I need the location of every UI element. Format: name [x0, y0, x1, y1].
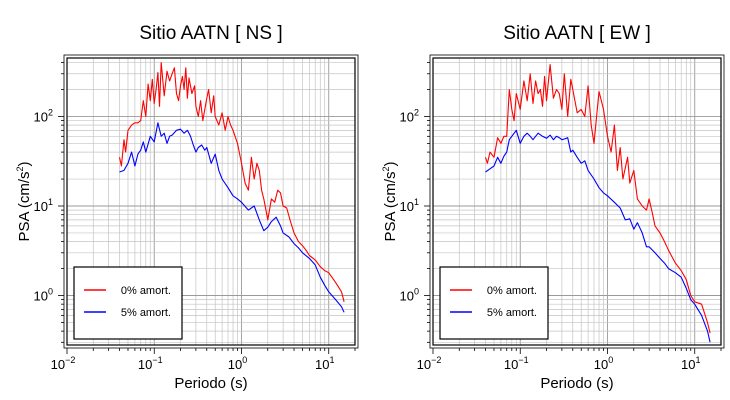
tick-marks: [424, 62, 722, 354]
x-tick-label: 10−2: [51, 355, 76, 372]
x-tick-label: 100: [594, 355, 613, 372]
x-tick-base: 10: [228, 357, 242, 372]
x-tick-exp: −2: [431, 355, 441, 365]
x-tick-exp: −2: [65, 355, 75, 365]
x-axis-label: Periodo (s): [540, 375, 613, 392]
plot-frame-outer: [429, 54, 725, 349]
x-tick-base: 10: [138, 357, 152, 372]
y-tick-exp: 0: [48, 287, 53, 297]
y-axis-label-base: PSA (cm/s: [382, 172, 399, 242]
x-tick-base: 10: [315, 357, 329, 372]
x-tick-base: 10: [504, 357, 518, 372]
y-tick-exp: 0: [414, 287, 419, 297]
x-axis-label: Periodo (s): [174, 375, 247, 392]
series-line-5pct-amort: [485, 129, 711, 343]
plot-frame: [66, 57, 356, 346]
y-tick-exp: 2: [414, 107, 419, 117]
series-line-5pct-amort: [119, 122, 345, 313]
y-axis-label-close: ): [16, 161, 33, 166]
x-tick-exp: 0: [242, 355, 247, 365]
x-tick-exp: −1: [152, 355, 162, 365]
chart-title: Sitio AATN [ NS ]: [139, 23, 282, 44]
x-tick-exp: 0: [608, 355, 613, 365]
legend-box: [73, 266, 183, 340]
y-tick-exp: 1: [414, 197, 419, 207]
x-tick-label: 100: [228, 355, 247, 372]
y-tick-label: 101: [34, 197, 53, 214]
y-tick-exp: 2: [48, 107, 53, 117]
x-tick-base: 10: [681, 357, 695, 372]
x-tick-exp: −1: [518, 355, 528, 365]
x-tick-label: 10−1: [504, 355, 529, 372]
legend-label: 0% amort.: [487, 285, 537, 297]
legend: 0% amort. 5% amort.: [439, 266, 549, 340]
x-tick-exp: 1: [329, 355, 334, 365]
x-tick-base: 10: [51, 357, 65, 372]
y-axis-label-base: PSA (cm/s: [16, 172, 33, 242]
legend-label: 0% amort.: [121, 285, 171, 297]
x-tick-label: 101: [315, 355, 334, 372]
y-axis-label: PSA (cm/s2): [381, 161, 399, 241]
tick-marks: [58, 62, 356, 354]
y-tick-base: 10: [400, 109, 414, 124]
y-tick-label: 102: [34, 107, 53, 124]
y-tick-base: 10: [400, 199, 414, 214]
y-tick-base: 10: [34, 199, 48, 214]
legend-box: [439, 266, 549, 340]
x-tick-base: 10: [594, 357, 608, 372]
y-tick-base: 10: [34, 289, 48, 304]
y-tick-label: 102: [400, 107, 419, 124]
y-tick-base: 10: [400, 289, 414, 304]
x-tick-base: 10: [417, 357, 431, 372]
y-axis-label-close: ): [382, 161, 399, 166]
x-tick-exp: 1: [695, 355, 700, 365]
series-line-0pct-amort: [484, 64, 711, 334]
legend-label: 5% amort.: [121, 307, 171, 319]
series-line-0pct-amort: [118, 62, 345, 302]
y-axis-label: PSA (cm/s2): [15, 161, 33, 241]
y-tick-base: 10: [34, 109, 48, 124]
plot-frame: [432, 57, 722, 346]
y-axis-label-sup: 2: [381, 166, 391, 171]
x-tick-label: 101: [681, 355, 700, 372]
legend: 0% amort. 5% amort.: [73, 266, 183, 340]
chart-title: Sitio AATN [ EW ]: [503, 23, 650, 44]
y-tick-label: 100: [34, 287, 53, 304]
x-tick-label: 10−2: [417, 355, 442, 372]
y-tick-label: 101: [400, 197, 419, 214]
y-axis-label-sup: 2: [15, 166, 25, 171]
y-tick-exp: 1: [48, 197, 53, 207]
legend-label: 5% amort.: [487, 307, 537, 319]
y-tick-label: 100: [400, 287, 419, 304]
x-tick-label: 10−1: [138, 355, 163, 372]
plot-frame-outer: [63, 54, 359, 349]
